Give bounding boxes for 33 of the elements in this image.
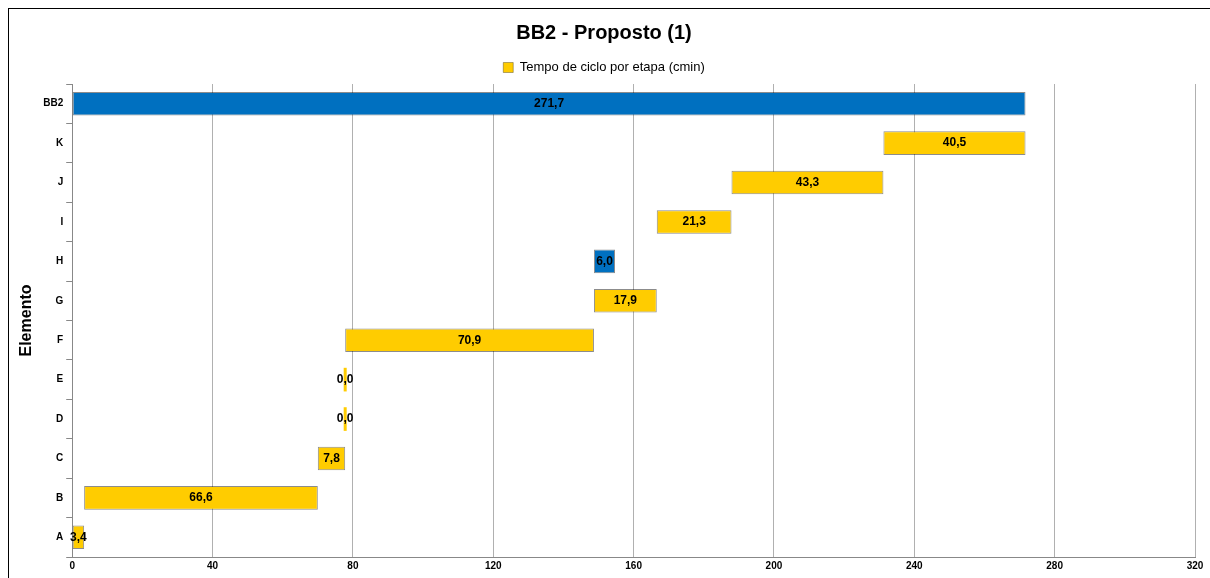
x-tick-label: 280 [1046, 559, 1064, 571]
x-tick-label: 160 [625, 559, 643, 571]
y-tick-label: BB2 [43, 97, 64, 109]
data-label: 6,0 [596, 253, 614, 268]
x-tick-label: 0 [69, 559, 76, 571]
x-tick-label: 120 [484, 559, 503, 571]
y-axis-title: Elemento [17, 284, 35, 357]
data-label: 66,6 [189, 490, 213, 505]
x-tick-label: 200 [765, 559, 783, 571]
legend-label: Tempo de ciclo por etapa (cmin) [519, 59, 705, 75]
x-tick-label: 80 [347, 559, 359, 571]
y-tick-label: B [55, 491, 64, 503]
x-tick-label: 240 [905, 559, 924, 571]
data-label: 17,9 [613, 293, 638, 308]
y-tick-label: J [57, 176, 64, 188]
y-tick-label: K [55, 136, 64, 148]
data-label: 70,9 [457, 332, 482, 347]
data-label: 7,8 [323, 450, 341, 465]
chart-title: BB2 - Proposto (1) [516, 20, 692, 43]
y-tick-label: H [55, 255, 64, 267]
data-label: 271,7 [534, 96, 565, 111]
y-tick-label: I [60, 215, 64, 227]
y-tick-label: D [55, 412, 64, 424]
data-label: 43,3 [795, 174, 820, 189]
y-tick-label: F [57, 333, 64, 345]
x-tick-label: 320 [1186, 559, 1204, 571]
y-tick-label: C [55, 452, 64, 464]
x-tick-label: 40 [206, 559, 219, 571]
data-label: 21,3 [682, 214, 707, 229]
data-label: 40,5 [942, 135, 967, 150]
y-tick-label: A [55, 531, 64, 543]
y-tick-label: G [55, 294, 64, 306]
y-tick-label: E [56, 373, 64, 385]
